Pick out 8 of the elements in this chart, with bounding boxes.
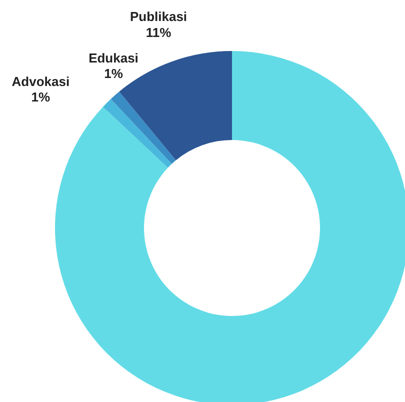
data-label: 1% bbox=[31, 90, 51, 105]
donut-slice bbox=[110, 92, 176, 164]
data-label: 1% bbox=[104, 66, 124, 82]
slice-label: Edukasi bbox=[88, 50, 138, 66]
data-label: 11% bbox=[146, 24, 172, 40]
slice-label: Advokasi bbox=[12, 74, 70, 90]
donut-slice bbox=[102, 98, 172, 168]
slice-label: Publikasi bbox=[130, 9, 188, 24]
